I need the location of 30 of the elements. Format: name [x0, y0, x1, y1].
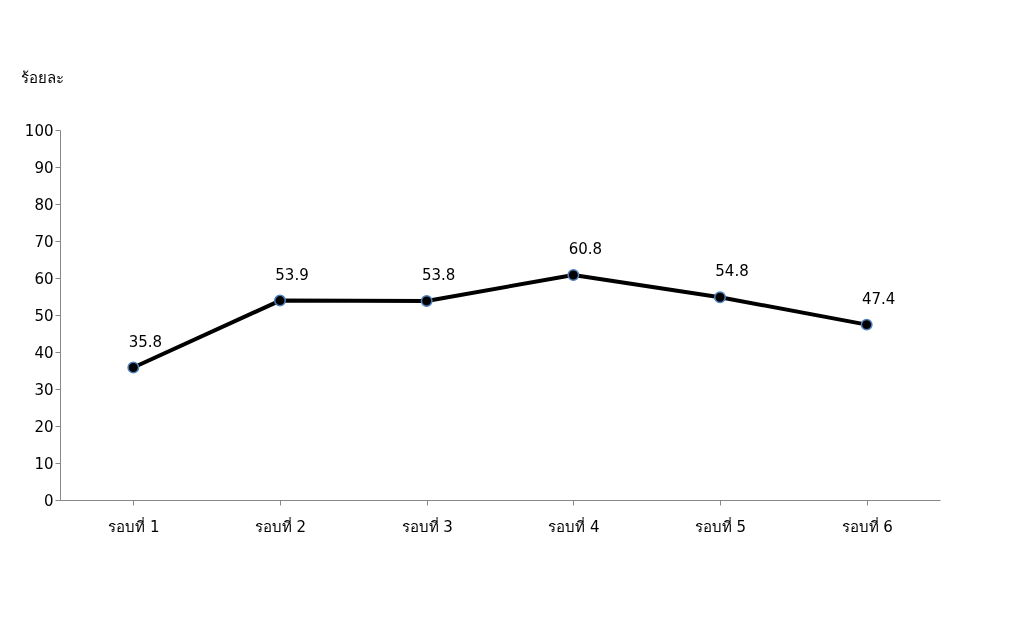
y-tick-label: 10	[34, 454, 54, 473]
y-axis-title: ร้อยละ	[20, 68, 64, 87]
x-tick-label: รอบที่ 5	[694, 515, 747, 536]
y-tick-label: 90	[34, 158, 54, 177]
y-tick-label: 100	[24, 121, 54, 140]
data-label: 35.8	[128, 332, 163, 351]
y-tick-label: 80	[34, 195, 54, 214]
point	[567, 269, 580, 282]
y-tick-label: 40	[34, 343, 54, 362]
y-tick-label: 60	[34, 269, 54, 288]
y-tick-label: 30	[34, 380, 54, 399]
data-label: 54.8	[715, 262, 749, 281]
point	[420, 294, 433, 307]
x-tick-label: รอบที่ 6	[841, 515, 893, 536]
point	[127, 361, 140, 374]
y-tick-label: 50	[34, 306, 54, 325]
y-tick-label: 70	[34, 232, 54, 251]
x-tick-label: รอบที่ 1	[108, 515, 160, 536]
x-tick-label: รอบที่ 2	[254, 515, 307, 536]
x-tick-label: รอบที่ 3	[401, 515, 453, 536]
y-tick-label: 0	[43, 491, 54, 510]
data-label: 53.8	[421, 265, 456, 284]
point	[714, 291, 726, 304]
y-tick-label: 20	[34, 417, 54, 436]
x-tick-label: รอบที่ 4	[548, 515, 600, 536]
data-label: 60.8	[568, 240, 603, 259]
data-label: 53.9	[275, 265, 309, 284]
data-label: 47.4	[861, 289, 896, 308]
point	[860, 318, 873, 331]
point	[274, 294, 286, 307]
